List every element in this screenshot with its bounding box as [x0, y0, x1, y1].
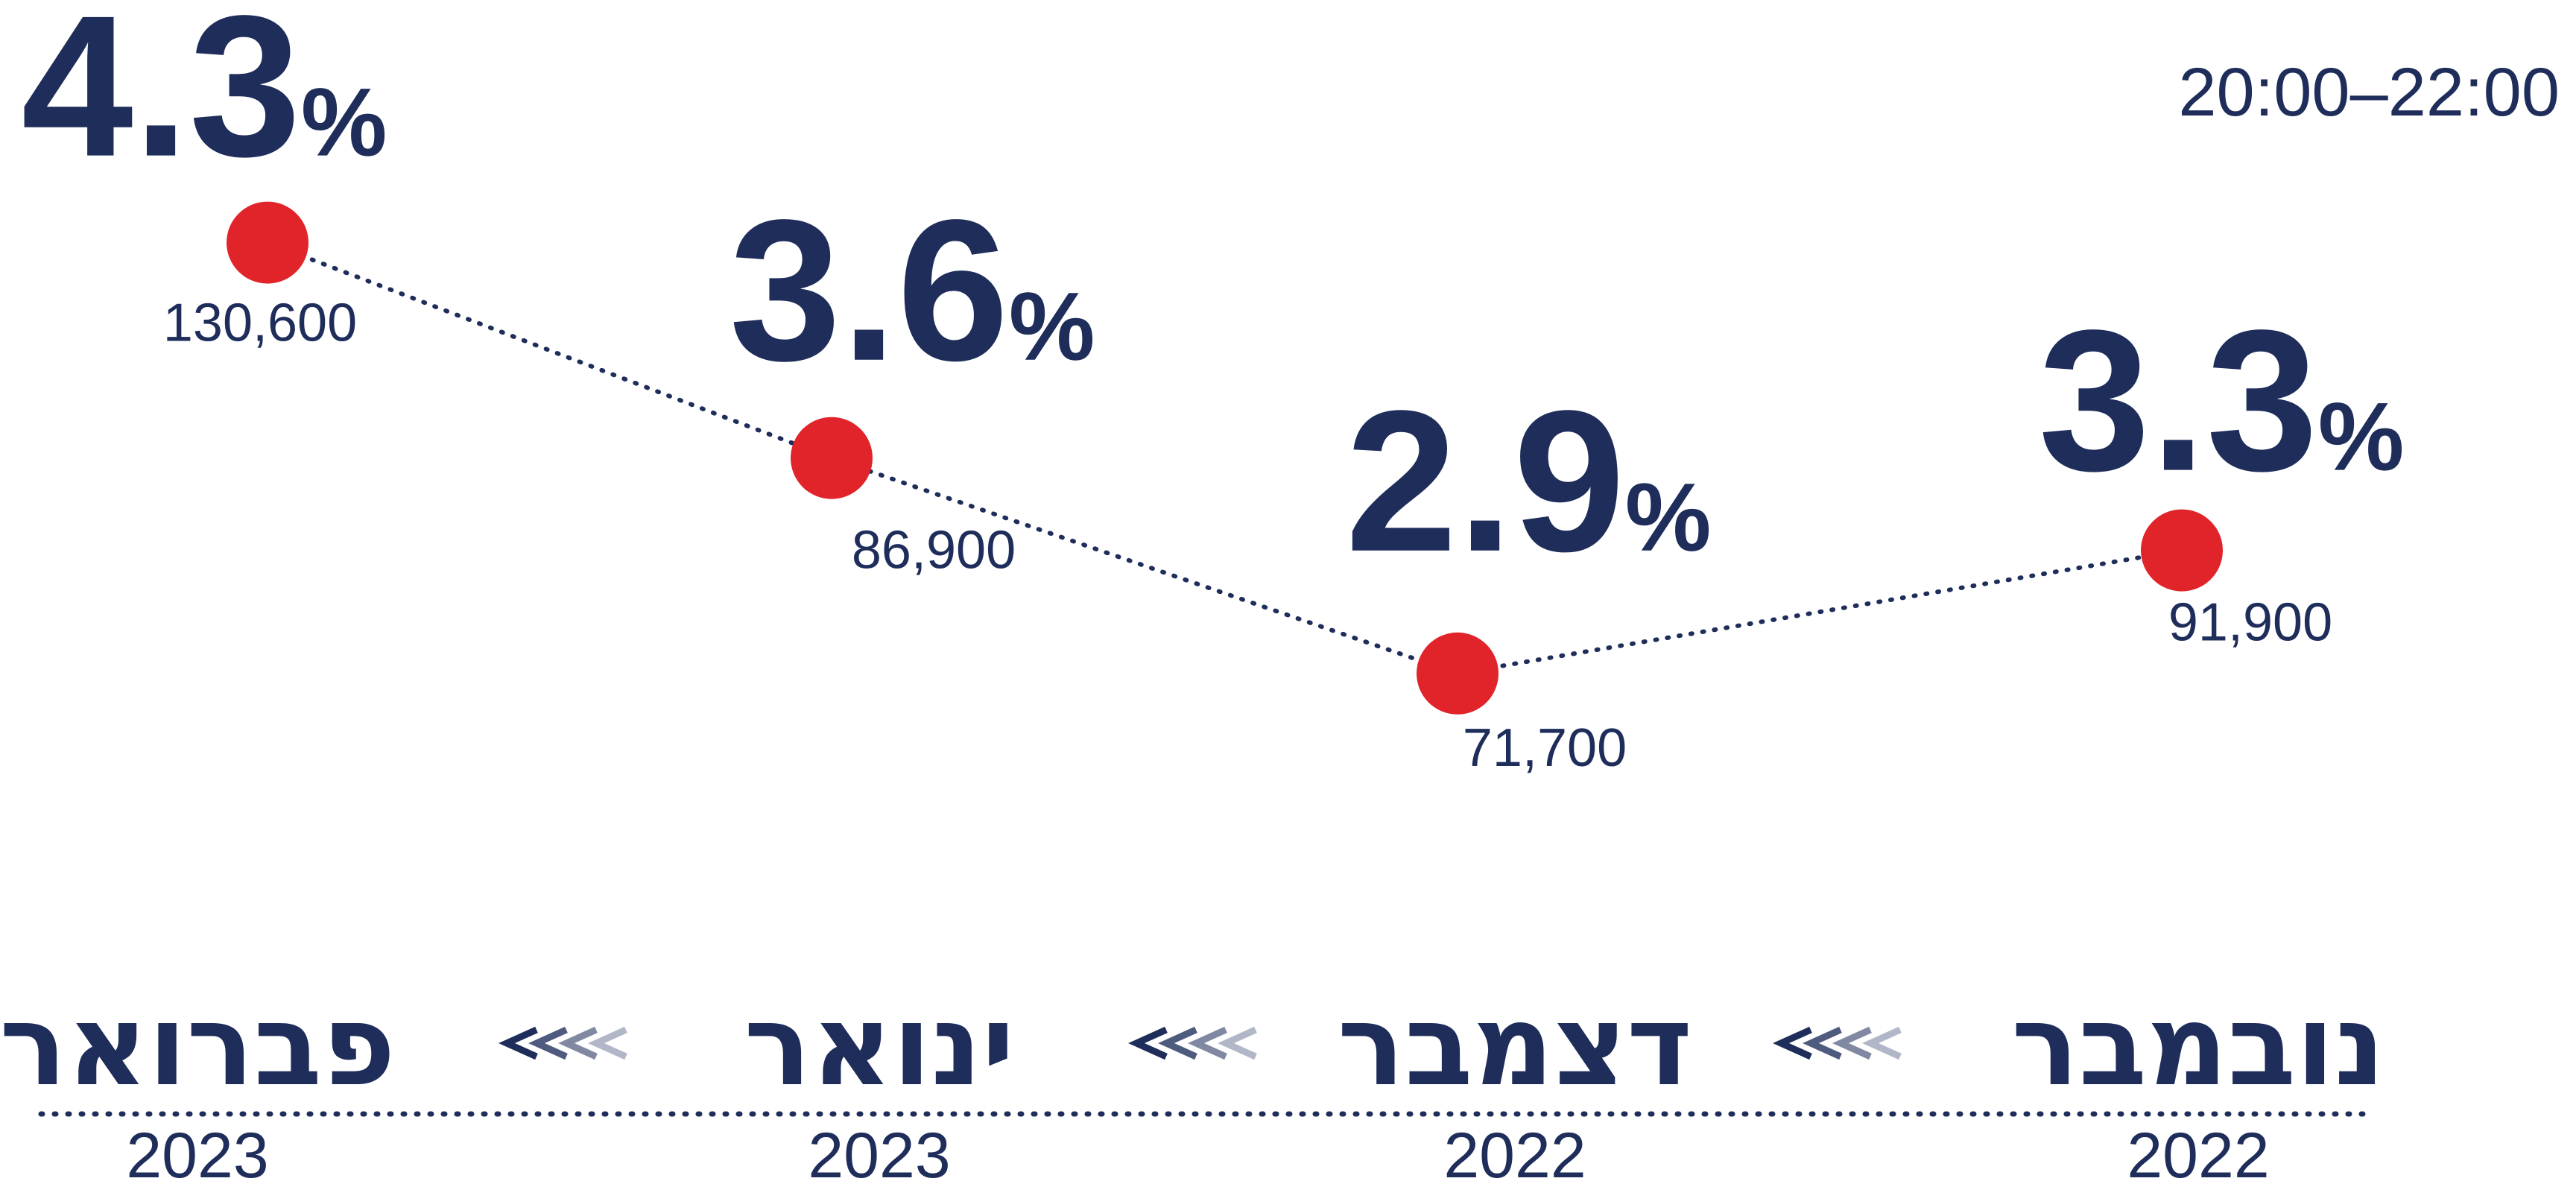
- arrow-chevron: [588, 1026, 627, 1060]
- year-label: 2022: [1443, 1120, 1586, 1187]
- value-label: 4.3%: [22, 0, 387, 199]
- arrow-chevron: [1832, 1026, 1872, 1060]
- arrow-chevron: [1773, 1026, 1812, 1060]
- value-label: 3.3%: [2039, 289, 2405, 513]
- point: [2141, 509, 2223, 592]
- count-label: 71,700: [1463, 718, 1627, 778]
- count-label: 130,600: [163, 294, 357, 353]
- year-label: 2023: [808, 1120, 950, 1187]
- arrow-chevron: [1158, 1026, 1197, 1060]
- value-number: 3.3: [2039, 289, 2318, 513]
- arrow-chevron: [1218, 1026, 1257, 1060]
- arrow-chevron: [499, 1026, 538, 1060]
- subtitle: 20:00–22:00: [2178, 54, 2560, 130]
- point: [1417, 632, 1499, 715]
- value-number: 4.3: [22, 0, 301, 199]
- arrow-chevron: [1803, 1026, 1842, 1060]
- line: [265, 240, 2184, 676]
- arrow-chevron: [558, 1026, 598, 1060]
- value-number: 3.6: [730, 179, 1009, 403]
- value-number: 2.9: [1346, 370, 1625, 594]
- month-label: נובמבר: [2011, 981, 2384, 1111]
- arrow-chevron: [1188, 1026, 1227, 1060]
- arrow-chevron: [1128, 1026, 1168, 1060]
- value-label: 3.6%: [730, 179, 1095, 403]
- year-label: 2022: [2127, 1120, 2269, 1187]
- count-label: 91,900: [2168, 593, 2332, 653]
- arrow-chevron: [1862, 1026, 1902, 1060]
- count-label: 86,900: [852, 521, 1016, 580]
- month-label: פברואר: [0, 981, 396, 1111]
- point: [791, 417, 873, 499]
- value-suffix: %: [1009, 272, 1095, 381]
- year-label: 2023: [126, 1120, 268, 1187]
- month-label: דצמבר: [1338, 981, 1692, 1111]
- value-label: 2.9%: [1346, 370, 1712, 594]
- month-label: ינואר: [744, 981, 1014, 1111]
- point: [227, 201, 308, 284]
- arrow-chevron: [528, 1026, 568, 1060]
- value-suffix: %: [1625, 463, 1712, 572]
- value-suffix: %: [301, 68, 387, 177]
- value-suffix: %: [2318, 382, 2405, 491]
